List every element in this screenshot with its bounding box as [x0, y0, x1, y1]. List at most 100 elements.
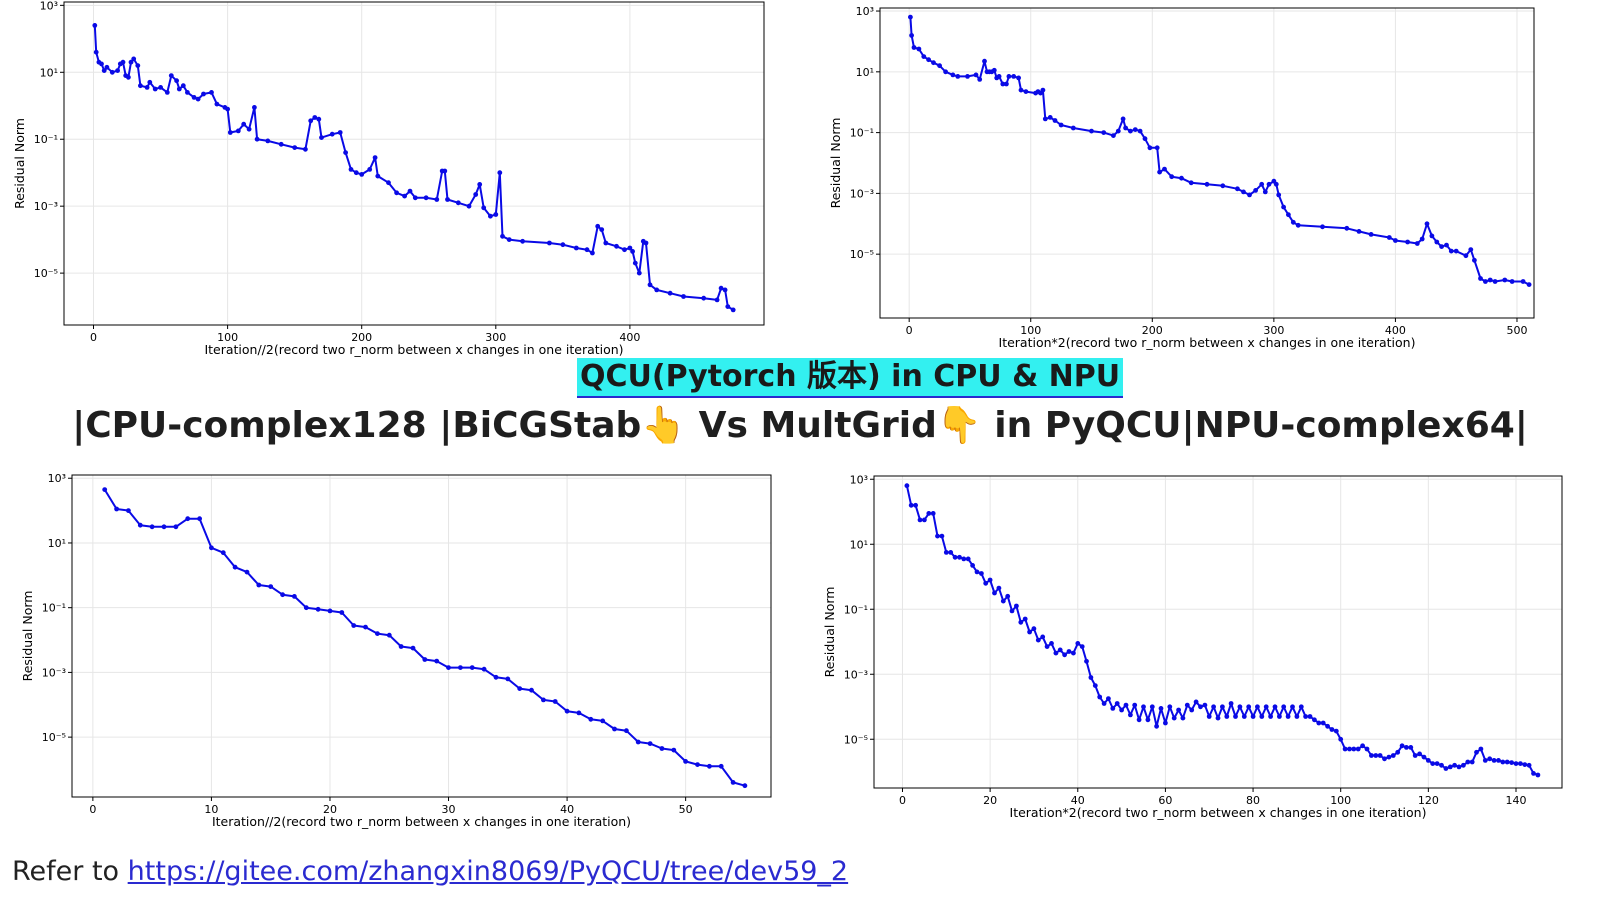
data-point — [1044, 644, 1050, 649]
data-point — [584, 247, 590, 253]
data-point — [138, 83, 143, 89]
data-point — [1206, 714, 1212, 719]
data-point — [99, 61, 104, 67]
data-point — [1220, 183, 1226, 189]
data-point — [979, 571, 984, 576]
data-point — [1042, 116, 1048, 122]
data-point — [541, 697, 546, 703]
reference-link[interactable]: https://gitee.com/zhangxin8069/PyQCU/tre… — [127, 856, 849, 887]
data-point — [547, 240, 552, 246]
data-point — [1417, 751, 1422, 757]
data-point — [195, 96, 201, 102]
data-point — [1101, 130, 1107, 136]
data-point — [1088, 675, 1094, 680]
data-point — [280, 592, 285, 598]
data-point — [1502, 277, 1508, 283]
data-point — [481, 205, 487, 211]
data-point — [109, 69, 115, 75]
data-point — [996, 74, 1002, 79]
x-tick-label: 40 — [1071, 794, 1085, 807]
data-point — [943, 69, 948, 75]
data-point — [1071, 650, 1076, 656]
data-point — [137, 522, 143, 528]
data-point — [128, 59, 134, 65]
data-point — [1487, 277, 1493, 283]
data-point — [197, 516, 203, 522]
data-point — [1089, 128, 1094, 134]
data-point — [1347, 746, 1352, 752]
data-point — [115, 68, 120, 73]
data-point — [268, 584, 274, 589]
data-point — [588, 716, 594, 722]
data-point — [1123, 702, 1129, 708]
data-point — [149, 524, 155, 530]
data-point — [909, 33, 914, 38]
data-point — [114, 506, 119, 512]
y-axis-label: Residual Norm — [12, 118, 27, 209]
data-point — [1393, 238, 1398, 243]
data-point — [120, 59, 126, 65]
data-point — [921, 54, 927, 59]
data-point — [308, 118, 314, 124]
data-point — [1419, 236, 1425, 242]
data-point — [590, 250, 595, 256]
plot-frame — [879, 7, 1535, 319]
data-point — [1006, 74, 1012, 79]
data-point — [599, 227, 605, 233]
data-point — [1211, 704, 1216, 710]
data-point — [1356, 229, 1362, 234]
data-point — [1434, 239, 1440, 245]
data-point — [681, 294, 686, 299]
data-point — [1463, 253, 1469, 259]
data-point — [477, 182, 483, 187]
data-point — [1303, 714, 1308, 719]
data-point — [1382, 756, 1387, 762]
data-point — [278, 141, 284, 147]
data-point — [1434, 761, 1440, 766]
chart-cpu-bicgstab: 0 100 200 300 400 10³ 10¹ 10⁻¹ 10⁻³ 10⁻⁵ Iteration… — [0, 0, 790, 360]
data-point — [647, 741, 653, 746]
data-point — [1084, 658, 1089, 664]
x-tick-label: 100 — [1020, 324, 1041, 337]
data-point — [1333, 728, 1339, 734]
data-point — [1316, 720, 1322, 726]
data-point — [1250, 714, 1256, 719]
y-tick-label: 10⁻³ — [844, 668, 868, 681]
data-point — [158, 85, 164, 90]
data-point — [1386, 235, 1392, 240]
x-tick-label: 20 — [983, 794, 997, 807]
data-point — [386, 632, 392, 638]
data-point — [174, 78, 180, 84]
x-tick-label: 500 — [1506, 324, 1527, 337]
data-point — [926, 57, 931, 63]
data-point — [1169, 174, 1175, 180]
y-tick-label: 10³ — [856, 5, 874, 18]
data-point — [1276, 192, 1282, 198]
y-tick-label: 10⁻¹ — [850, 127, 874, 140]
data-point — [1101, 701, 1107, 706]
y-tick-label: 10¹ — [850, 538, 868, 551]
data-point — [1128, 128, 1133, 134]
data-point — [458, 665, 463, 670]
data-point — [1005, 593, 1011, 599]
y-tick-label: 10³ — [48, 472, 66, 485]
reference-prefix: Refer to — [12, 856, 128, 887]
data-point — [1492, 279, 1498, 284]
x-tick-label: 140 — [1505, 794, 1526, 807]
data-point — [948, 550, 954, 555]
data-point — [398, 644, 404, 649]
data-point — [1526, 282, 1532, 287]
data-point — [1294, 714, 1300, 719]
data-point — [1141, 704, 1146, 710]
data-point — [1342, 746, 1348, 752]
data-point — [992, 590, 997, 596]
data-point — [1000, 598, 1006, 604]
plot-frame — [63, 1, 765, 326]
data-point — [573, 245, 579, 251]
data-point — [1092, 683, 1098, 688]
data-point — [1386, 754, 1392, 760]
data-point — [1111, 133, 1116, 139]
data-point — [1147, 145, 1153, 151]
y-tick-label: 10³ — [850, 473, 868, 486]
data-point — [1266, 181, 1272, 187]
